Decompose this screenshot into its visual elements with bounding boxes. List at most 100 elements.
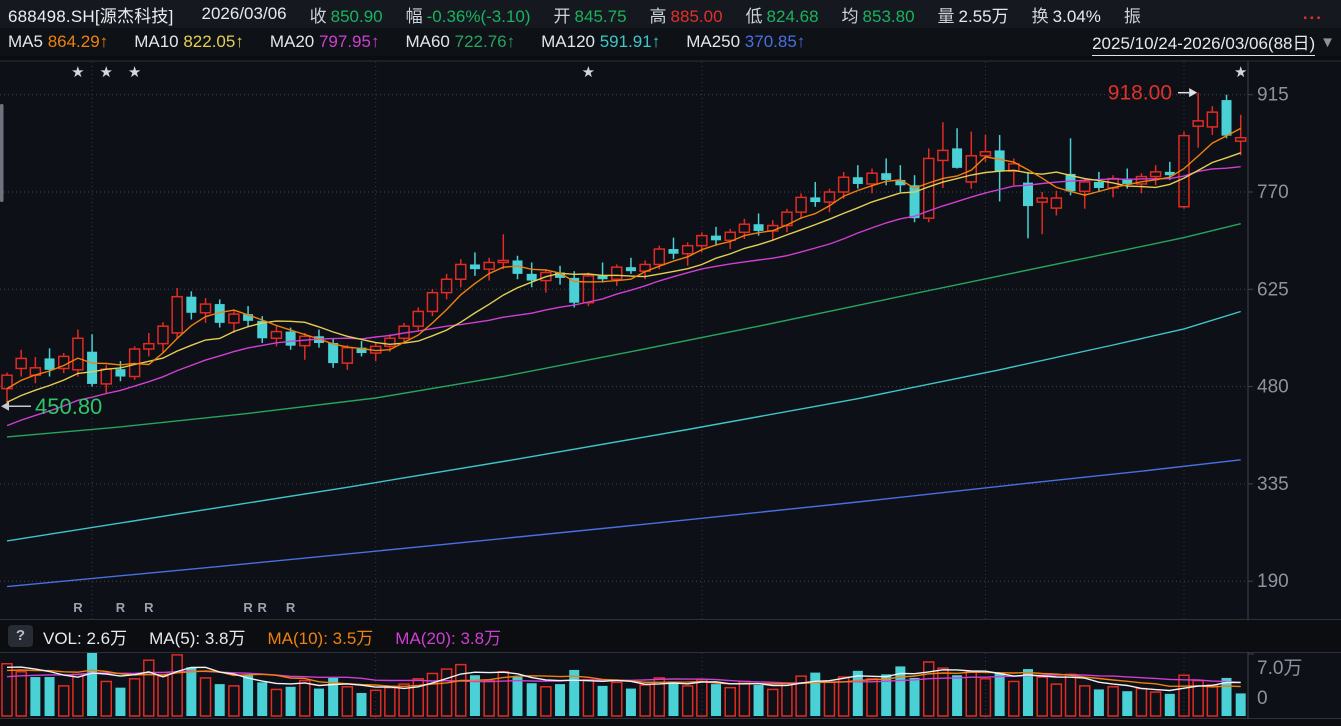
- volume-bar-down: [87, 652, 98, 716]
- volume-bar-down: [753, 685, 764, 716]
- volume-bar-up: [611, 681, 623, 717]
- r-marker: R: [258, 600, 268, 615]
- candle-down: [597, 275, 608, 280]
- ma5-line: [6, 127, 1242, 390]
- candle-down: [214, 304, 225, 323]
- volume-bar-down: [852, 670, 863, 716]
- help-icon[interactable]: ?: [8, 625, 33, 647]
- volume-bar-down: [512, 677, 523, 716]
- candle-up: [384, 337, 396, 348]
- volume-bar-up: [1107, 686, 1119, 717]
- star-icon: ★: [128, 64, 141, 81]
- low-annotation-label: 450.80: [35, 394, 102, 419]
- volume-bar-up: [922, 661, 935, 717]
- candle-up: [1036, 197, 1048, 203]
- candle-down: [1093, 181, 1104, 188]
- volume-bar-up: [412, 678, 424, 717]
- price-tick-label: 480: [1257, 377, 1289, 398]
- candle-down: [243, 314, 254, 321]
- price-tick-label: 335: [1257, 474, 1289, 495]
- volume-bar-up: [369, 689, 382, 717]
- volume-bar-up: [15, 670, 27, 717]
- volume-bar-up: [837, 676, 850, 717]
- candle-up: [171, 295, 183, 334]
- candle-up: [582, 275, 595, 304]
- candle-up: [412, 310, 424, 327]
- volume-chart[interactable]: 7.0万 0: [0, 652, 1341, 726]
- candle-down: [625, 267, 636, 272]
- star-icon: ★: [71, 64, 84, 81]
- volume-bar-up: [1050, 683, 1063, 717]
- candle-down: [328, 342, 339, 364]
- candle-up: [426, 291, 439, 313]
- candle-up: [1192, 120, 1204, 127]
- volume-bar-down: [44, 677, 55, 716]
- volume-bar-up: [299, 679, 311, 717]
- quote-header: 688498.SH[源杰科技] 2026/03/06 收 850.90 幅 -0.36…: [0, 0, 1341, 28]
- low-annotation: 450.80: [1, 394, 102, 419]
- high-annotation: 918.00: [1108, 82, 1198, 105]
- volume-bar-down: [257, 682, 268, 716]
- candle-down: [555, 272, 566, 278]
- candle-up: [143, 342, 155, 350]
- scrollbar-thumb[interactable]: [0, 104, 4, 202]
- candle-down: [285, 331, 296, 346]
- star-icon: ★: [100, 64, 113, 81]
- quote-field: 收 850.90: [309, 6, 383, 26]
- candle-up: [1008, 163, 1020, 172]
- volume-bar-down: [952, 675, 963, 716]
- volume-bar-up: [143, 659, 155, 717]
- candle-down: [668, 249, 679, 254]
- vol-ma5-line: [6, 666, 1241, 692]
- volume-bar-up: [1078, 685, 1091, 717]
- candle-down: [952, 148, 963, 168]
- volume-bar-up: [1, 662, 13, 717]
- volume-bar-up: [1149, 691, 1162, 717]
- candle-up: [738, 223, 751, 234]
- candle-up: [979, 150, 992, 157]
- quote-field: 低 824.68: [745, 6, 819, 26]
- candle-down: [810, 197, 821, 203]
- candle-up: [795, 196, 807, 213]
- candle-up: [540, 271, 552, 282]
- date-range-label[interactable]: 2025/10/24-2026/03/06(88日): [1092, 29, 1316, 56]
- volume-bar-up: [483, 679, 495, 717]
- r-marker: R: [286, 600, 296, 615]
- chevron-down-icon[interactable]: ▼: [1320, 33, 1335, 51]
- star-icon: ★: [1234, 64, 1247, 81]
- candle-down: [569, 277, 580, 303]
- quote-date: 2026/03/06: [201, 4, 287, 23]
- candle-down: [1065, 173, 1076, 192]
- volume-bar-down: [555, 684, 566, 716]
- candle-down: [512, 260, 523, 274]
- volume-bar-down: [356, 692, 367, 716]
- symbol-name[interactable]: 688498.SH[源杰科技]: [8, 6, 174, 26]
- volume-bar-up: [157, 675, 169, 717]
- quote-field: 高 885.00: [649, 6, 723, 26]
- volume-bar-down: [569, 669, 580, 716]
- candle-up: [1149, 171, 1162, 178]
- candle-down: [909, 185, 920, 219]
- candle-down: [469, 264, 480, 270]
- volume-bar-up: [384, 686, 396, 717]
- ma-legend-item: MA20 797.95↑: [269, 32, 380, 51]
- date-range-selector[interactable]: 2025/10/24-2026/03/06(88日) ▼: [1092, 29, 1335, 56]
- volume-bar-up: [540, 686, 552, 717]
- quote-field: 幅 -0.36%(-3.10): [405, 6, 531, 26]
- candle-down: [753, 224, 764, 231]
- volume-bar-down: [526, 683, 537, 716]
- quote-fields: 收 850.90 幅 -0.36%(-3.10) 开 845.75 高 885.00 低 824.…: [287, 2, 1141, 27]
- quote-field: 均 853.80: [841, 6, 915, 26]
- candle-up: [455, 263, 467, 280]
- candle-down: [895, 179, 906, 186]
- volume-bar-down: [597, 685, 608, 716]
- candle-down: [87, 351, 98, 384]
- volume-bar-down: [313, 688, 324, 716]
- volume-bar-down: [214, 684, 225, 716]
- vol-ma20-value: MA(20): 3.8万: [395, 628, 502, 648]
- volume-bar-down: [1235, 693, 1246, 716]
- quote-field: 量 2.55万: [937, 6, 1009, 26]
- volume-tick-label: 0: [1257, 688, 1268, 709]
- more-fields-button[interactable]: ...: [1302, 4, 1323, 23]
